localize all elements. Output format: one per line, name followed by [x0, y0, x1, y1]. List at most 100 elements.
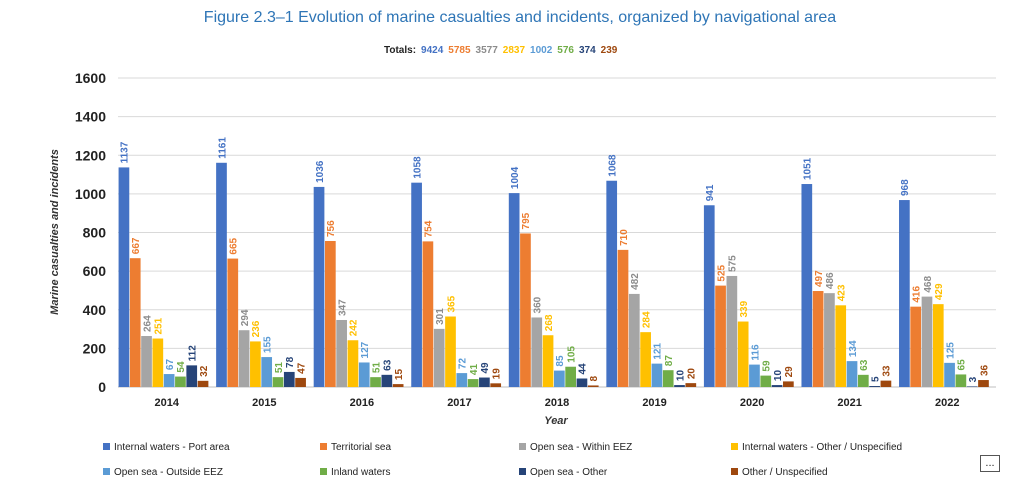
data-label: 87: [664, 355, 675, 367]
x-tick-label: 2019: [642, 397, 666, 409]
bar: [910, 306, 922, 387]
legend-entry: Internal waters - Other / Unspecified: [742, 442, 902, 453]
bar: [685, 383, 697, 387]
bar: [703, 205, 715, 387]
bar: [238, 330, 250, 387]
data-label: 416: [911, 286, 922, 303]
data-label: 268: [544, 314, 555, 331]
totals-label: Totals:: [384, 45, 416, 56]
bar: [726, 275, 738, 387]
data-label: 1051: [803, 157, 814, 180]
data-label: 468: [923, 275, 934, 292]
data-label: 665: [229, 237, 240, 254]
bar: [674, 385, 685, 387]
data-label: 497: [814, 270, 825, 287]
y-tick-label: 400: [83, 302, 107, 318]
bar: [295, 377, 306, 387]
bar: [152, 338, 164, 387]
more-options-button[interactable]: ...: [980, 455, 1000, 472]
data-label: 347: [337, 299, 348, 316]
bar: [749, 364, 760, 387]
bar: [175, 376, 186, 387]
bar: [531, 317, 543, 387]
data-label: 429: [934, 283, 945, 300]
legend-entry: Other / Unspecified: [742, 467, 828, 478]
x-tick-label: 2018: [545, 397, 569, 409]
bar: [651, 363, 663, 387]
data-label: 525: [716, 264, 727, 281]
data-label: 78: [285, 356, 296, 368]
data-label: 486: [825, 272, 836, 289]
y-tick-label: 1600: [75, 70, 106, 86]
data-label: 251: [154, 317, 165, 334]
data-label: 44: [578, 363, 589, 375]
bar: [186, 365, 198, 387]
data-label: 125: [945, 342, 956, 359]
bar: [118, 167, 130, 387]
bar: [554, 370, 565, 387]
x-axis-ticks: 2014 2015 2016 2017 2018 2019 2020 2021 2022: [155, 397, 960, 409]
data-label: 15: [394, 369, 405, 381]
y-tick-label: 800: [83, 225, 107, 241]
y-tick-label: 1000: [75, 186, 106, 202]
legend-swatch: [320, 468, 327, 475]
total-value: 3577: [476, 45, 499, 56]
y-axis-ticks: 0 200 400 600 800 1000 1200 1400 1600: [75, 70, 106, 395]
bar: [283, 371, 295, 387]
data-label: 72: [458, 358, 469, 370]
data-label: 65: [957, 359, 968, 371]
bar: [824, 293, 835, 387]
bar: [944, 362, 955, 387]
bar: [576, 378, 588, 387]
bar: [835, 305, 847, 387]
bar: [783, 381, 794, 387]
bar: [445, 316, 456, 387]
data-label: 49: [480, 362, 491, 374]
data-label: 29: [784, 366, 795, 378]
x-tick-label: 2016: [350, 397, 374, 409]
legend-swatch: [519, 468, 526, 475]
data-label: 667: [131, 237, 142, 254]
bar: [433, 328, 445, 387]
legend-swatch: [103, 443, 110, 450]
legend-entry: Open sea - Outside EEZ: [114, 467, 223, 478]
bar: [272, 377, 284, 387]
data-label: 63: [383, 359, 394, 371]
bar: [978, 380, 989, 387]
data-label: 3: [968, 376, 979, 382]
x-tick-label: 2014: [155, 397, 180, 409]
y-tick-label: 200: [83, 340, 107, 356]
y-tick-label: 1200: [75, 147, 106, 163]
data-label: 10: [773, 370, 784, 382]
legend-entry: Internal waters - Port area: [114, 442, 230, 453]
bar: [966, 386, 978, 387]
bar: [520, 233, 531, 387]
data-label: 10: [675, 370, 686, 382]
data-label: 236: [251, 320, 262, 337]
bar: [587, 385, 599, 387]
bar: [370, 377, 381, 387]
bar: [163, 374, 175, 387]
total-value: 239: [601, 45, 618, 56]
bar: [392, 384, 404, 387]
data-label: 5: [870, 376, 881, 382]
data-label: 968: [900, 179, 911, 196]
data-label: 365: [446, 295, 457, 312]
bar: [932, 304, 944, 387]
bar: [261, 357, 273, 387]
bar: [715, 285, 726, 387]
data-label: 85: [555, 355, 566, 367]
data-label: 284: [641, 311, 652, 328]
bar: [760, 375, 772, 387]
data-label: 112: [188, 345, 199, 362]
bar: [129, 258, 141, 387]
data-label: 339: [739, 300, 750, 317]
legend-swatch: [320, 443, 327, 450]
data-label: 51: [274, 362, 285, 374]
bar: [347, 340, 359, 387]
x-tick-label: 2015: [252, 397, 276, 409]
data-label: 63: [859, 359, 870, 371]
bar: [227, 258, 239, 387]
